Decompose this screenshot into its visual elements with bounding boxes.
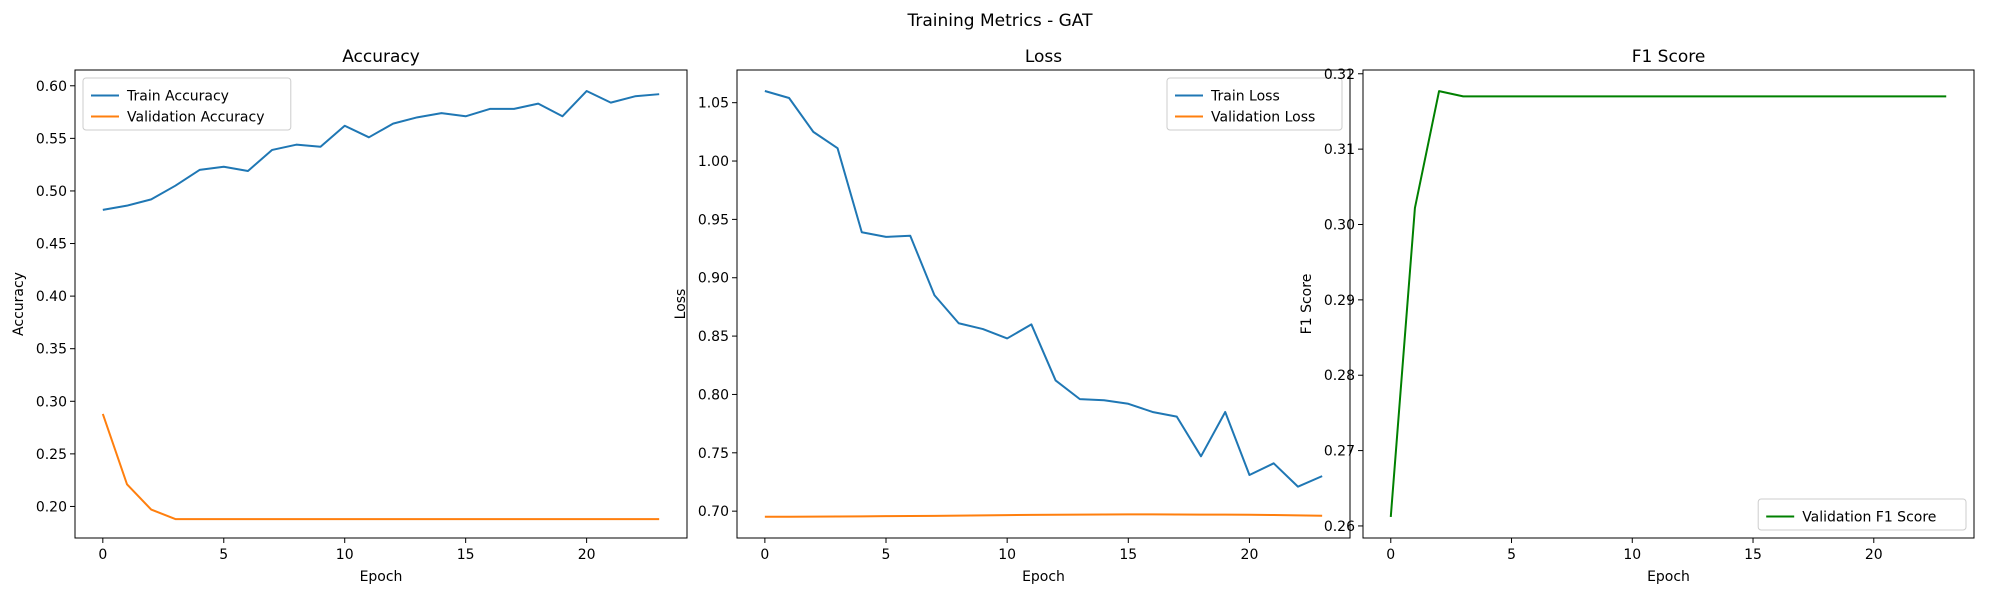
y-tick-label: 1.00 [698, 154, 729, 170]
y-tick-label: 0.60 [36, 79, 67, 95]
y-tick-label: 0.30 [1324, 217, 1355, 233]
series-line-validation-loss [764, 513, 1323, 518]
y-axis-label: Accuracy [11, 272, 27, 336]
series-line-validation-f1-score [1389, 90, 1947, 517]
x-tick-label: 0 [1386, 547, 1395, 563]
axes-frame [74, 69, 688, 539]
y-tick-label: 0.80 [698, 387, 729, 403]
y-tick-label: 0.40 [36, 289, 67, 305]
y-tick-label: 0.27 [1324, 444, 1355, 460]
y-tick-label: 0.85 [698, 329, 729, 345]
legend-label-validation-loss: Validation Loss [1211, 110, 1315, 126]
y-axis-label: Loss [673, 289, 689, 320]
y-tick-label: 0.20 [36, 499, 67, 515]
legend-label-validation-f1-score: Validation F1 Score [1802, 510, 1936, 526]
y-tick-label: 0.95 [698, 212, 729, 228]
x-axis-label: Epoch [360, 569, 403, 585]
legend-box [1166, 77, 1343, 131]
axes-frame [1362, 69, 1975, 539]
legend-box [1757, 498, 1967, 531]
series-line-validation-accuracy [101, 413, 660, 521]
axes-frame [736, 69, 1351, 539]
legend-box [82, 77, 292, 131]
x-tick-label: 20 [578, 547, 596, 563]
legend: Train Loss Validation Loss [1166, 77, 1343, 131]
y-tick-label: 0.35 [36, 342, 67, 358]
series-line-train-loss [764, 90, 1323, 488]
loss-panel: Loss 0 5 10 15 20 0.70 0.75 0.80 0.85 0.90 0.95 1.00… [673, 47, 1351, 585]
y-tick-label: 0.32 [1324, 67, 1355, 83]
y-tick-label: 0.29 [1324, 293, 1355, 309]
figure-suptitle: Training Metrics - GAT [907, 11, 1094, 31]
legend: Train Accuracy Validation Accuracy [82, 77, 292, 131]
y-tick-label: 0.28 [1324, 368, 1355, 384]
legend-label-train-loss: Train Loss [1210, 89, 1280, 105]
panel-title: F1 Score [1632, 47, 1706, 67]
x-tick-label: 5 [219, 547, 228, 563]
x-tick-label: 20 [1865, 547, 1883, 563]
x-tick-label: 0 [760, 547, 769, 563]
y-tick-label: 0.75 [698, 446, 729, 462]
legend: Validation F1 Score [1757, 498, 1967, 531]
x-tick-label: 5 [882, 547, 891, 563]
y-tick-label: 0.31 [1324, 142, 1355, 158]
x-tick-label: 5 [1507, 547, 1516, 563]
panel-title: Loss [1025, 47, 1062, 67]
y-axis-label: F1 Score [1299, 274, 1315, 335]
x-axis-label: Epoch [1647, 569, 1690, 585]
x-tick-label: 15 [1744, 547, 1762, 563]
y-tick-label: 1.05 [698, 96, 729, 112]
f1-score-panel: F1 Score 0 5 10 15 20 0.26 0.27 0.28 0.29 0.30 0.31… [1299, 47, 1975, 585]
y-tick-label: 0.30 [36, 394, 67, 410]
legend-label-train-accuracy: Train Accuracy [126, 89, 229, 105]
x-axis-label: Epoch [1022, 569, 1065, 585]
x-tick-label: 15 [457, 547, 475, 563]
y-tick-label: 0.90 [698, 271, 729, 287]
x-tick-label: 10 [998, 547, 1016, 563]
panel-title: Accuracy [342, 47, 420, 67]
x-tick-label: 15 [1119, 547, 1137, 563]
x-tick-label: 20 [1241, 547, 1259, 563]
y-tick-label: 0.50 [36, 184, 67, 200]
x-tick-label: 10 [336, 547, 354, 563]
y-tick-label: 0.55 [36, 131, 67, 147]
y-tick-label: 0.70 [698, 504, 729, 520]
y-tick-label: 0.25 [36, 447, 67, 463]
series-line-train-accuracy [102, 90, 660, 211]
y-tick-label: 0.45 [36, 237, 67, 253]
accuracy-panel: Accuracy 0 5 10 15 20 0.20 0.25 0.30 0.35 0.40 0.45… [11, 47, 688, 585]
legend-label-validation-accuracy: Validation Accuracy [127, 110, 265, 126]
x-tick-label: 10 [1623, 547, 1641, 563]
x-tick-label: 0 [98, 547, 107, 563]
y-tick-label: 0.26 [1324, 519, 1355, 535]
